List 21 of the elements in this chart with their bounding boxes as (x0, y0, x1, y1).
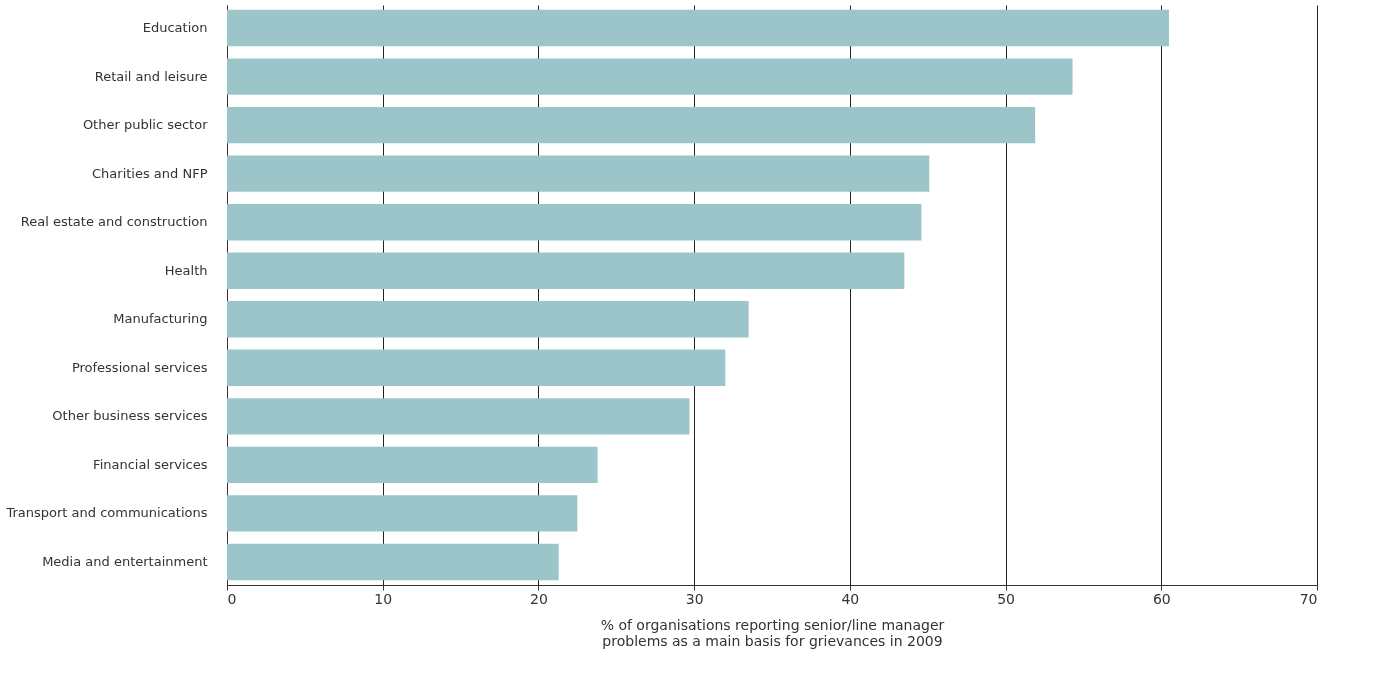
x-tick-label: 30 (685, 590, 704, 607)
x-tick-label: 40 (841, 590, 860, 607)
x-tick-label: 20 (530, 590, 548, 607)
y-tick-label: Media and entertainment (42, 553, 208, 569)
y-tick-label: Transport and communications (5, 505, 208, 521)
y-tick-label: Real estate and construction (20, 214, 208, 230)
y-tick-label: Other public sector (82, 117, 209, 133)
x-tick-label: 0 (227, 590, 237, 607)
x-tick-label: 50 (997, 590, 1015, 607)
y-tick-label: Manufacturing (113, 311, 208, 327)
y-tick-label: Professional services (71, 359, 208, 375)
y-tick-label: Education (142, 20, 208, 36)
x-axis-title: % of organisations reporting senior/line manager problems as a main basis for grievances in 2009 (600, 616, 945, 649)
y-tick-label: Financial services (93, 456, 208, 472)
x-tick-label: 70 (1299, 590, 1318, 607)
y-tick-label: Other business services (52, 408, 208, 424)
y-tick-label: Retail and leisure (94, 68, 208, 84)
y-tick-label: Health (164, 262, 208, 278)
x-tick-label: 10 (374, 590, 393, 607)
x-tick-label: 60 (1152, 590, 1171, 607)
y-tick-label: Charities and NFP (92, 165, 208, 181)
